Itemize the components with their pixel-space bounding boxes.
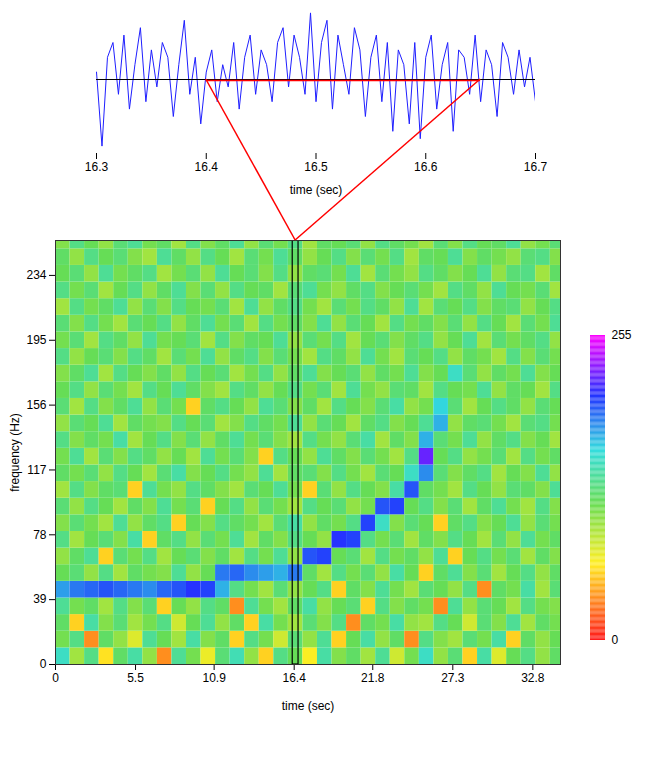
svg-text:234: 234	[26, 268, 46, 282]
svg-text:time (sec): time (sec)	[290, 183, 343, 197]
svg-text:16.5: 16.5	[304, 160, 328, 174]
svg-text:78: 78	[33, 528, 47, 542]
svg-text:16.6: 16.6	[414, 160, 438, 174]
svg-text:21.8: 21.8	[361, 671, 385, 685]
svg-text:0: 0	[52, 671, 59, 685]
svg-text:117: 117	[27, 463, 46, 477]
svg-text:16.7: 16.7	[524, 160, 548, 174]
svg-text:32.8: 32.8	[521, 671, 545, 685]
svg-text:16.4: 16.4	[195, 160, 219, 174]
svg-text:frequency (Hz): frequency (Hz)	[8, 413, 22, 492]
svg-text:0: 0	[612, 633, 619, 647]
svg-text:time (sec): time (sec)	[282, 699, 335, 713]
svg-text:156: 156	[26, 398, 46, 412]
svg-text:27.3: 27.3	[441, 671, 465, 685]
svg-text:16.4: 16.4	[282, 671, 306, 685]
svg-text:16.3: 16.3	[85, 160, 109, 174]
svg-text:0: 0	[40, 657, 47, 671]
svg-text:5.5: 5.5	[127, 671, 144, 685]
svg-text:10.9: 10.9	[202, 671, 226, 685]
svg-text:39: 39	[33, 592, 47, 606]
svg-text:255: 255	[612, 328, 632, 342]
svg-text:195: 195	[26, 333, 46, 347]
